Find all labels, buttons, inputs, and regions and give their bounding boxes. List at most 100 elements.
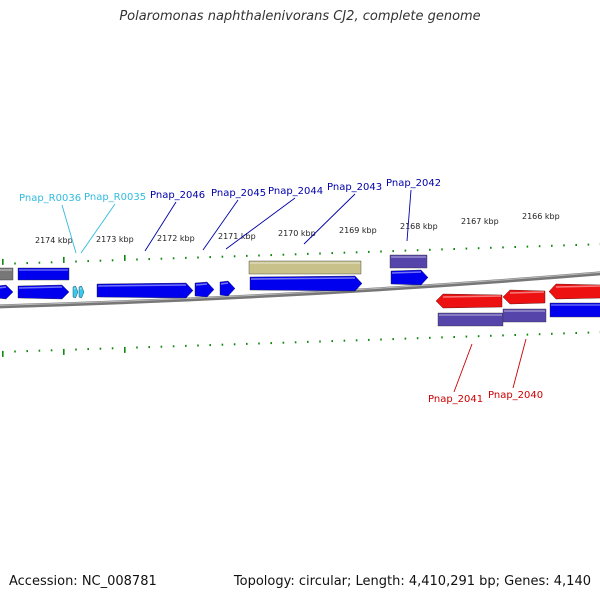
- feature-reverse-cds: [435, 293, 503, 309]
- scale-label: 2173 kbp: [96, 235, 134, 244]
- tick-mark: [197, 344, 199, 347]
- feature-trna-shine: [73, 287, 76, 290]
- tick-mark: [343, 339, 346, 342]
- tick-mark: [307, 252, 309, 255]
- genome-backbone: [0, 271, 600, 309]
- genome-summary: Topology: circular; Length: 4,410,291 bp…: [233, 574, 591, 589]
- tick-mark: [233, 343, 236, 346]
- tick-mark: [221, 255, 224, 258]
- tick-mark: [14, 262, 16, 265]
- tick-mark: [294, 341, 297, 344]
- callout-line: [202, 199, 239, 251]
- feature-pseudo: [502, 308, 547, 323]
- tick-mark: [136, 258, 138, 261]
- tick-mark: [2, 350, 4, 357]
- tick-mark: [502, 246, 504, 249]
- feature-trna-shine: [79, 287, 82, 290]
- tick-mark: [587, 243, 590, 246]
- tick-mark: [258, 342, 260, 345]
- tick-mark: [514, 246, 516, 248]
- scale-labels: 2174 kbp 2173 kbp 2172 kbp 2171 kbp 2170 kbp…: [35, 212, 560, 245]
- tick-mark: [124, 254, 126, 261]
- tick-mark: [429, 248, 431, 251]
- callout-line: [225, 197, 296, 250]
- feature-reverse-cds-shine: [555, 285, 600, 288]
- callout-line: [61, 204, 77, 254]
- tick-mark: [416, 249, 419, 252]
- tick-mark: [343, 251, 346, 254]
- feature-cds-shine: [391, 271, 422, 274]
- tick-mark: [111, 259, 114, 262]
- tick-mark: [270, 342, 272, 345]
- gene-label: Pnap_R0036: [19, 193, 81, 204]
- tick-mark: [551, 332, 553, 335]
- gene-label: Pnap_2046: [150, 190, 205, 201]
- feature-cds-shine: [0, 286, 7, 289]
- scale-label: 2166 kbp: [522, 212, 560, 221]
- callout-line: [80, 203, 116, 254]
- feature-cds-shine: [18, 286, 63, 289]
- feature-cds-shine: [195, 283, 208, 286]
- tick-mark: [99, 347, 102, 350]
- tick-mark: [270, 254, 272, 257]
- tick-mark: [124, 346, 126, 353]
- gene-callouts: Pnap_R0036 Pnap_R0035 Pnap_2046 Pnap_2045 Pn…: [19, 178, 543, 405]
- tick-mark: [380, 250, 382, 253]
- gene-label: Pnap_2041: [428, 394, 483, 405]
- tick-mark: [575, 332, 577, 334]
- tick-mark: [453, 248, 455, 250]
- scale-label: 2167 kbp: [461, 217, 499, 226]
- tick-mark: [282, 253, 285, 256]
- tick-mark: [87, 260, 89, 263]
- tick-mark: [514, 334, 516, 336]
- tick-mark: [185, 256, 187, 259]
- map-title: Polaromonas naphthalenivorans CJ2, compl…: [119, 9, 481, 24]
- tick-mark: [477, 335, 480, 338]
- tick-mark: [331, 340, 333, 343]
- tick-mark: [551, 244, 553, 247]
- feature-reverse-cds: [548, 283, 600, 300]
- tick-mark: [563, 244, 565, 247]
- feature-trna: [72, 285, 79, 299]
- scale-label: 2170 kbp: [278, 229, 316, 238]
- tick-mark: [38, 349, 41, 352]
- tick-mark: [575, 244, 577, 246]
- gene-label: Pnap_2043: [327, 182, 382, 193]
- tick-mark: [538, 245, 541, 248]
- feature-cds: [549, 302, 600, 318]
- tick-mark: [209, 256, 211, 259]
- tick-mark: [477, 247, 480, 250]
- callout-line: [453, 343, 473, 393]
- feature-cds: [96, 282, 194, 299]
- tick-mark: [197, 256, 199, 259]
- gene-label: Pnap_2042: [386, 178, 441, 189]
- tick-mark: [404, 249, 407, 252]
- tick-mark: [63, 256, 65, 263]
- tick-mark: [26, 262, 28, 265]
- scale-label: 2172 kbp: [157, 234, 195, 243]
- tick-mark: [99, 259, 102, 262]
- tick-row-upper: [2, 243, 600, 265]
- feature-cds: [194, 281, 215, 298]
- tick-mark: [50, 261, 53, 264]
- feature-track: [0, 254, 600, 327]
- tick-mark: [355, 339, 358, 342]
- tick-mark: [416, 337, 419, 340]
- tick-mark: [26, 350, 28, 353]
- tick-mark: [2, 258, 4, 265]
- tick-mark: [282, 341, 285, 344]
- feature-cds: [249, 275, 363, 292]
- scale-label: 2168 kbp: [400, 222, 438, 231]
- gene-label: Pnap_2044: [268, 186, 323, 197]
- tick-mark: [136, 346, 138, 349]
- tick-mark: [63, 348, 65, 355]
- tick-mark: [75, 348, 77, 351]
- scale-label: 2174 kbp: [35, 236, 73, 245]
- tick-mark: [172, 257, 175, 260]
- tick-mark: [441, 248, 443, 251]
- callout-line: [406, 189, 412, 242]
- tick-mark: [319, 340, 321, 343]
- tick-mark: [331, 252, 333, 255]
- accession-text: Accession: NC_008781: [9, 574, 157, 589]
